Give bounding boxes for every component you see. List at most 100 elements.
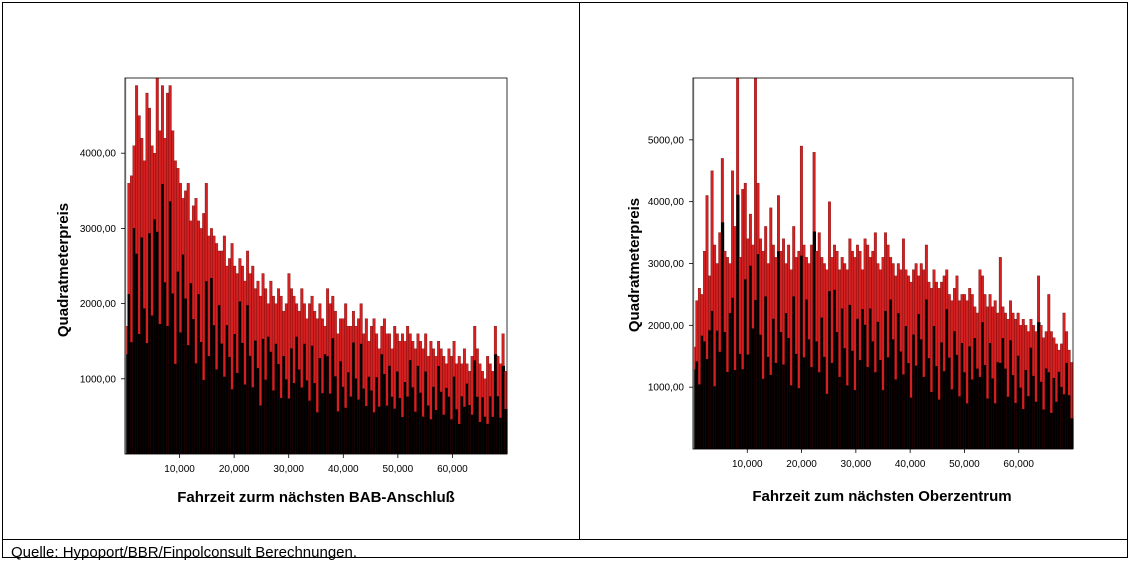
bar-core <box>269 351 273 454</box>
bar-core <box>171 293 175 454</box>
bar-core <box>414 411 418 454</box>
bar-core <box>488 396 493 454</box>
bar-core <box>1042 409 1046 449</box>
bar-core <box>150 315 154 454</box>
y-tick-label: 4000,00 <box>648 197 685 208</box>
bar-core <box>988 343 992 449</box>
bar-core <box>1001 338 1005 449</box>
bar-core <box>367 376 371 454</box>
bar-core <box>457 423 462 454</box>
bar-core <box>963 372 967 449</box>
bar-core <box>930 392 934 449</box>
bar-core <box>274 343 278 454</box>
bar-core <box>1021 409 1026 449</box>
bar-core <box>153 219 157 454</box>
x-tick-label: 20,000 <box>219 464 250 475</box>
source-note: Quelle: Hypoport/BBR/Finpolconsult Berec… <box>11 544 358 561</box>
y-tick-label: 1000,00 <box>80 374 117 385</box>
bar-core <box>1050 412 1054 449</box>
x-tick-label: 60,000 <box>437 464 468 475</box>
bar-core <box>155 231 160 454</box>
bar-core <box>764 296 768 449</box>
bar-core <box>710 310 714 449</box>
bar-core <box>698 384 702 449</box>
bar-core <box>205 281 209 454</box>
bar-core <box>948 357 952 449</box>
bar-core <box>746 354 750 449</box>
bar-core <box>774 362 778 449</box>
bar-core <box>868 308 873 449</box>
bar-core <box>950 389 954 449</box>
bar-core <box>295 336 299 454</box>
bar-core <box>163 282 167 454</box>
bar-core <box>904 326 908 449</box>
bar-core <box>292 383 296 454</box>
bar-core <box>251 387 255 454</box>
bar-core <box>197 294 201 454</box>
bar-core <box>370 390 374 454</box>
bar-core <box>256 368 260 454</box>
bar-core <box>383 374 387 454</box>
x-tick-label: 10,000 <box>164 464 195 475</box>
bar-core <box>1055 401 1059 449</box>
bar-core <box>476 396 480 454</box>
bar-core <box>935 366 939 449</box>
bar-core <box>352 342 356 454</box>
bar-core <box>723 332 727 449</box>
y-axis-title-left: Quadratmeterpreis <box>55 203 72 337</box>
bar-core <box>385 405 389 454</box>
bar-core <box>825 393 829 449</box>
bar-core <box>835 332 839 449</box>
bar-core <box>1014 402 1018 449</box>
bar-core <box>736 194 740 449</box>
bar-core <box>439 391 444 454</box>
bar-core <box>483 416 487 454</box>
bar-core <box>362 388 366 454</box>
bar-core <box>411 387 415 454</box>
bar-core <box>871 341 875 449</box>
bar-core <box>279 398 284 454</box>
bar-core <box>334 376 338 454</box>
bar-core <box>937 399 941 449</box>
bar-core <box>922 376 926 449</box>
bar-core <box>491 416 495 454</box>
x-tick-label: 40,000 <box>895 459 926 470</box>
bar-core <box>445 387 449 454</box>
bar-core <box>416 365 420 454</box>
bar-core <box>496 396 500 454</box>
bar-core <box>718 351 722 449</box>
bar-core <box>390 396 395 454</box>
bar-core <box>817 372 822 449</box>
bar-core <box>202 380 206 454</box>
bar-core <box>978 376 982 449</box>
bar-core <box>261 338 265 454</box>
bar-core <box>254 340 258 454</box>
bar-core <box>421 416 425 454</box>
bar-core <box>189 283 193 454</box>
x-tick-label: 30,000 <box>273 464 304 475</box>
y-tick-label: 4000,00 <box>80 149 117 160</box>
bar-core <box>797 388 801 449</box>
bar-core <box>805 299 809 449</box>
y-axis-title-right: Quadratmeterpreis <box>626 198 643 332</box>
bar-core <box>749 265 753 449</box>
bar-core <box>181 254 185 454</box>
bar-core <box>135 253 139 454</box>
bar-core <box>1037 322 1041 449</box>
bar-core <box>287 398 291 454</box>
bar-core <box>321 393 325 454</box>
bar-core <box>442 414 446 454</box>
bar-core <box>1057 371 1061 449</box>
bar-core <box>148 233 152 454</box>
bar-core <box>246 305 250 454</box>
bar-core <box>494 354 498 454</box>
bar-core <box>792 296 796 449</box>
bar-core <box>874 372 878 449</box>
bar-core <box>807 339 811 449</box>
bar-core <box>955 354 959 449</box>
chart-right-oberzentrum: 1000,00 2000,00 3000,00 4000,00 5000,00 10,0… <box>626 77 1074 505</box>
bar-core <box>958 396 962 449</box>
bar-core <box>713 386 717 449</box>
bar-core <box>848 304 852 449</box>
